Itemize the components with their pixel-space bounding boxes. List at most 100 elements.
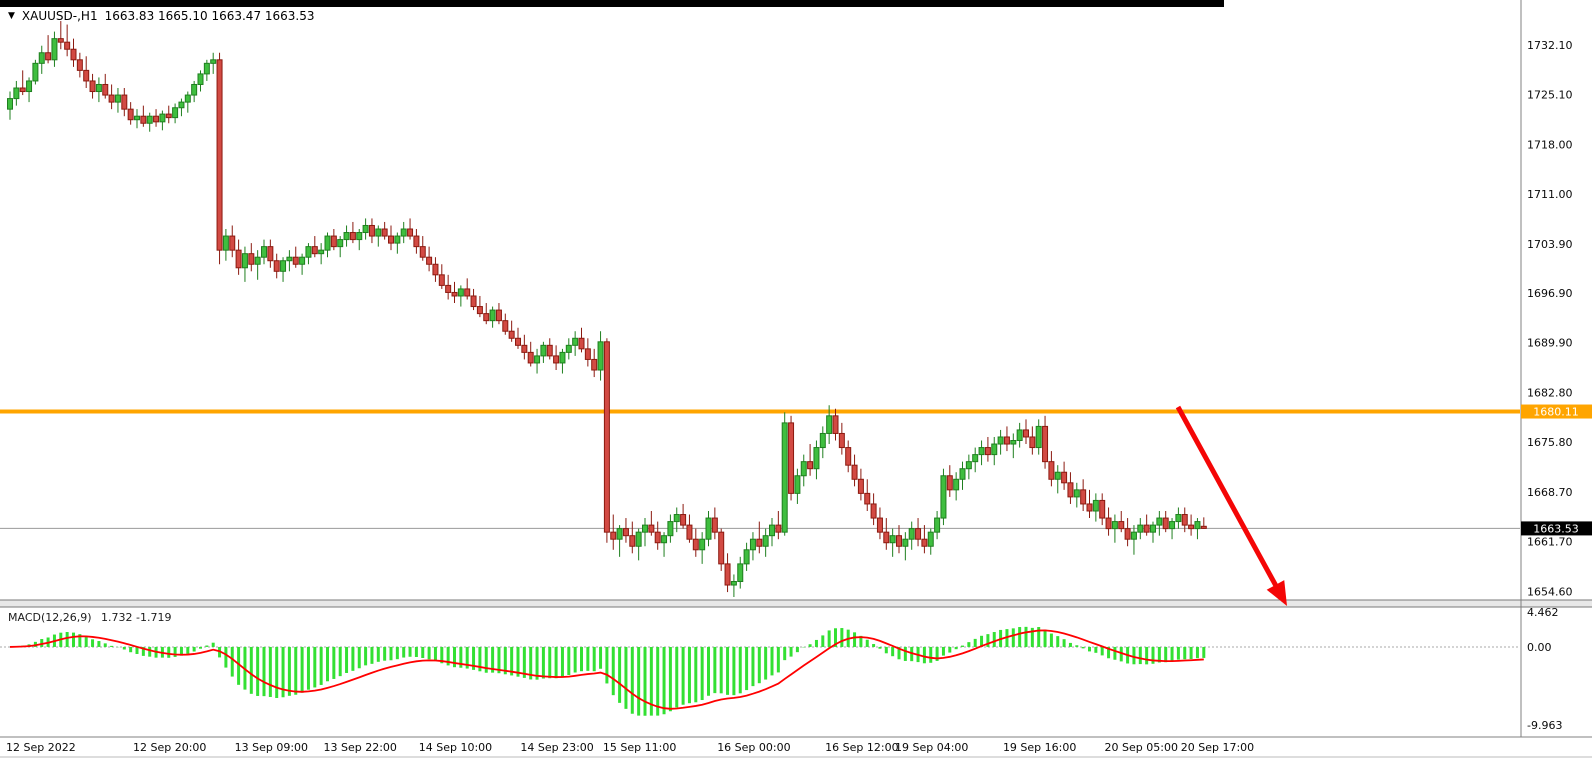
candle xyxy=(1118,521,1125,530)
candle xyxy=(527,351,534,364)
macd-axis-label: 4.462 xyxy=(1527,606,1559,619)
candle xyxy=(819,432,826,449)
hline-price-tag-text: 1680.11 xyxy=(1533,406,1579,419)
candle xyxy=(153,115,160,123)
candle xyxy=(70,48,77,61)
candle xyxy=(121,94,128,110)
candle xyxy=(394,235,401,244)
candle xyxy=(515,337,521,346)
candle xyxy=(26,80,33,93)
candle xyxy=(254,256,261,265)
candle xyxy=(305,246,312,258)
candle xyxy=(413,235,420,248)
candle xyxy=(908,528,915,540)
candle xyxy=(445,284,452,293)
candle xyxy=(286,256,293,262)
candle xyxy=(349,232,356,241)
candle xyxy=(229,235,236,251)
candle xyxy=(718,531,725,565)
candle xyxy=(222,235,229,251)
candle xyxy=(1029,436,1036,449)
candle xyxy=(1003,436,1010,445)
candle xyxy=(1023,429,1029,438)
candle xyxy=(553,355,560,364)
candle xyxy=(235,249,242,269)
candle xyxy=(991,443,998,456)
candle xyxy=(368,224,375,237)
candle xyxy=(400,228,407,237)
candle xyxy=(381,228,388,237)
candle xyxy=(324,235,331,251)
candle xyxy=(762,535,769,547)
candle xyxy=(978,447,985,456)
candle xyxy=(730,581,737,586)
candle xyxy=(743,549,750,565)
candle xyxy=(1073,489,1080,498)
candle xyxy=(648,524,655,533)
candle xyxy=(1188,524,1195,530)
candle xyxy=(114,94,121,103)
candle xyxy=(591,358,598,371)
macd-axis-label: -9.963 xyxy=(1527,719,1562,732)
time-axis-label: 19 Sep 04:00 xyxy=(895,741,968,754)
candle xyxy=(635,531,642,547)
candle xyxy=(775,524,782,533)
time-axis-label: 20 Sep 17:00 xyxy=(1181,741,1254,754)
hline-price-tag-bg xyxy=(1521,404,1592,419)
symbol-dropdown-icon[interactable]: ▼ xyxy=(8,11,15,21)
price-axis-label: 1689.90 xyxy=(1527,337,1573,350)
candle xyxy=(1162,517,1169,530)
candle xyxy=(1194,521,1201,530)
macd-values: 1.732 -1.719 xyxy=(101,611,172,624)
candle xyxy=(140,115,147,124)
candle xyxy=(356,232,363,241)
candle xyxy=(419,246,426,258)
candle xyxy=(915,528,922,540)
candle xyxy=(1156,517,1163,526)
symbol-info: ▼ XAUUSD-,H1 1663.83 1665.10 1663.47 166… xyxy=(8,9,315,23)
candle xyxy=(7,98,13,110)
candle xyxy=(1016,429,1023,442)
candle xyxy=(470,295,477,308)
macd-title: MACD(12,26,9) xyxy=(8,611,92,624)
candle xyxy=(508,330,515,339)
hline-price-tag: 1680.11 xyxy=(1521,404,1592,419)
panel-splitter[interactable] xyxy=(0,600,1592,607)
candle xyxy=(864,492,871,505)
candle xyxy=(756,538,763,547)
candle xyxy=(476,306,483,315)
candle xyxy=(261,246,267,258)
candle xyxy=(832,415,839,434)
candle xyxy=(851,464,858,480)
candle xyxy=(902,538,909,547)
candle xyxy=(13,87,20,100)
candle xyxy=(203,62,210,75)
candle xyxy=(210,59,217,64)
price-axis-label: 1661.70 xyxy=(1527,535,1573,548)
candle xyxy=(1086,503,1093,512)
candle xyxy=(673,514,680,523)
candle xyxy=(267,246,274,262)
candle xyxy=(953,478,960,491)
candle xyxy=(699,538,706,551)
price-axis-label: 1654.60 xyxy=(1527,585,1573,598)
candle xyxy=(946,475,953,491)
candle xyxy=(159,113,166,123)
candle xyxy=(578,337,585,350)
candle xyxy=(1080,489,1087,505)
trend-arrow-shaft[interactable] xyxy=(1175,405,1285,599)
candle xyxy=(1130,531,1137,540)
candle xyxy=(711,517,718,533)
time-axis-label: 12 Sep 20:00 xyxy=(133,741,206,754)
candle xyxy=(565,344,572,353)
candle xyxy=(896,535,902,547)
candle xyxy=(102,83,109,96)
candle xyxy=(1169,521,1176,530)
trend-arrow-head[interactable] xyxy=(1266,580,1287,606)
macd-indicator-label: MACD(12,26,9) 1.732 -1.719 xyxy=(8,611,178,624)
candle xyxy=(184,94,191,103)
candle xyxy=(292,256,299,265)
candle xyxy=(495,309,502,322)
